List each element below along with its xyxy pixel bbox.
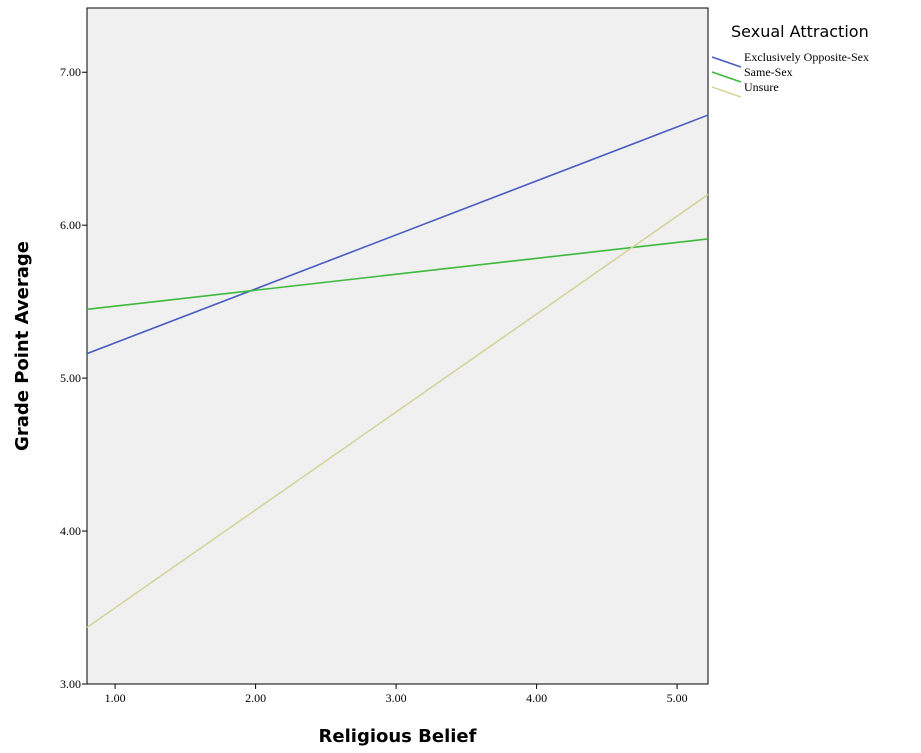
y-tick-label: 6.00 bbox=[60, 218, 81, 232]
plot-area bbox=[86, 7, 709, 685]
x-tick-label: 2.00 bbox=[245, 691, 266, 705]
x-tick-label: 3.00 bbox=[386, 691, 407, 705]
y-tick-label: 4.00 bbox=[60, 524, 81, 538]
series-line-1 bbox=[86, 114, 709, 355]
legend-title: Sexual Attraction bbox=[731, 22, 869, 41]
series-line-2 bbox=[86, 238, 709, 311]
legend-label-3: Unsure bbox=[744, 80, 779, 94]
y-tick-label: 3.00 bbox=[60, 677, 81, 691]
x-tick-label: 1.00 bbox=[105, 691, 126, 705]
y-tick-label: 7.00 bbox=[60, 65, 81, 79]
legend-label-2: Same-Sex bbox=[744, 65, 793, 79]
y-axis-title: Grade Point Average bbox=[12, 241, 33, 451]
x-tick-label: 5.00 bbox=[667, 691, 688, 705]
legend-label-1: Exclusively Opposite-Sex bbox=[744, 50, 869, 64]
y-tick-label: 5.00 bbox=[60, 371, 81, 385]
legend-swatch-3 bbox=[711, 86, 742, 98]
series-line-3 bbox=[86, 193, 709, 629]
axes-layer: 1.00 2.00 3.00 4.00 5.00 3.00 4.00 5.00 6.00 7.00 bbox=[60, 65, 688, 705]
legend: Sexual Attraction Exclusively Opposite-S… bbox=[711, 22, 869, 98]
x-tick-label: 4.00 bbox=[526, 691, 547, 705]
series-layer bbox=[86, 114, 709, 629]
legend-swatch-2 bbox=[711, 71, 742, 83]
x-axis-title: Religious Belief bbox=[319, 726, 477, 747]
legend-swatch-1 bbox=[711, 56, 742, 68]
